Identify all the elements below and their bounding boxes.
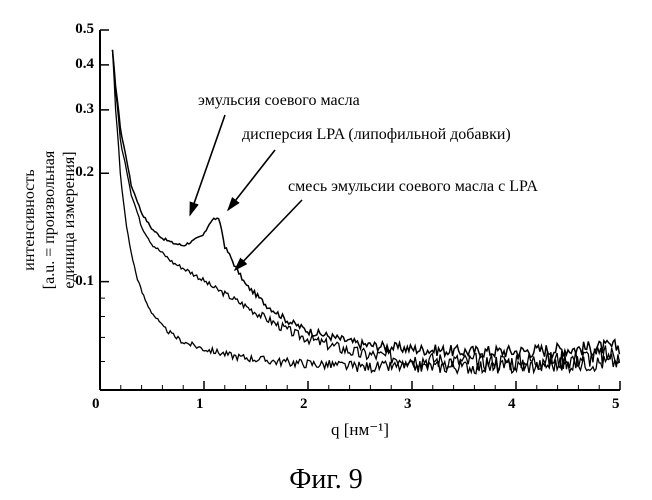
- annotation-label: дисперсия LPA (липофильной добавки): [242, 126, 511, 144]
- figure-caption: Фиг. 9: [0, 464, 652, 496]
- y-tick-label: 0.4: [75, 56, 94, 73]
- y-axis-label-line2: [a.u. = произвольная: [41, 151, 58, 289]
- series-mix: [112, 50, 619, 374]
- y-axis-label: интенсивность [a.u. = произвольная едини…: [20, 110, 80, 330]
- x-tick-label: 4: [508, 396, 516, 413]
- y-tick-label: 0.1: [75, 273, 94, 290]
- annotation-label: смесь эмульсии соевого масла с LPA: [288, 178, 538, 196]
- figure-container: интенсивность [a.u. = произвольная едини…: [0, 0, 652, 500]
- annotation-arrow: [228, 150, 275, 210]
- annotation-label: эмульсия соевого масла: [198, 92, 360, 110]
- x-tick-label: 2: [300, 396, 308, 413]
- x-tick-label: 1: [196, 396, 204, 413]
- y-tick-label: 0.2: [75, 164, 94, 181]
- annotation-arrow: [235, 200, 302, 270]
- x-axis-label: q [нм⁻¹]: [100, 420, 620, 440]
- y-tick-label: 0.3: [75, 101, 94, 118]
- x-tick-label: 0: [92, 396, 100, 413]
- annotation-arrow: [190, 115, 225, 215]
- figure-caption-text: Фиг. 9: [289, 464, 362, 495]
- series-lpa_dispersion: [112, 50, 619, 371]
- series-soy_emulsion: [112, 50, 619, 358]
- x-tick-label: 5: [612, 396, 620, 413]
- y-axis-label-line1: интенсивность: [21, 169, 38, 270]
- y-tick-label: 0.5: [75, 21, 94, 38]
- x-axis-label-text: q [нм⁻¹]: [331, 420, 389, 439]
- x-tick-label: 3: [404, 396, 412, 413]
